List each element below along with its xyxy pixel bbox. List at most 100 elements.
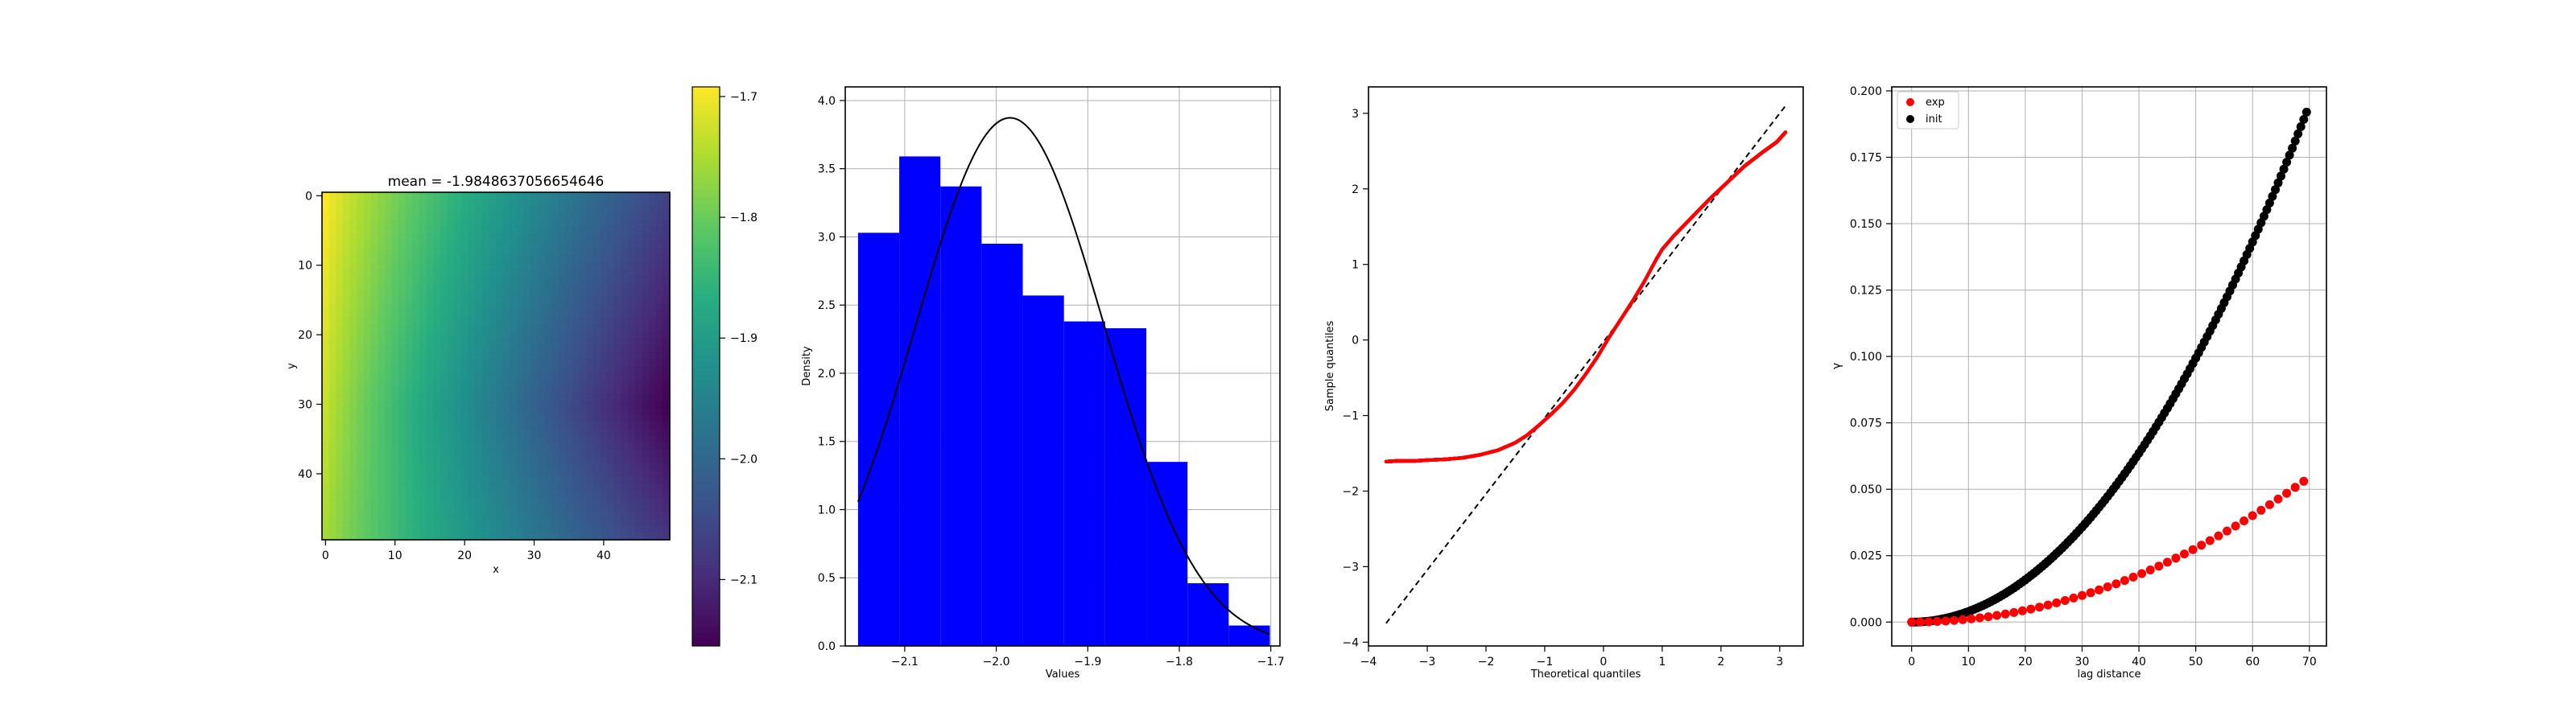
- heatmap-cell: [572, 338, 580, 346]
- heatmap-cell: [613, 345, 622, 353]
- heatmap-cell: [349, 463, 357, 471]
- heatmap-cell: [440, 338, 448, 346]
- heatmap-cell: [579, 331, 587, 339]
- heatmap-cell: [419, 317, 427, 325]
- heatmap-cell: [468, 401, 476, 409]
- heatmap-cell: [460, 470, 469, 478]
- heatmap-cell: [663, 463, 671, 471]
- heatmap-cell: [523, 372, 531, 381]
- heatmap-cell: [322, 366, 330, 374]
- heatmap-cell: [530, 470, 539, 478]
- heatmap-cell: [342, 386, 351, 395]
- heatmap-cell: [405, 483, 413, 492]
- heatmap-cell: [412, 241, 420, 249]
- heatmap-cell: [440, 386, 448, 395]
- heatmap-cell: [440, 442, 448, 450]
- heatmap-cell: [565, 310, 573, 319]
- heatmap-cell: [412, 525, 420, 533]
- heatmap-cell: [544, 380, 552, 388]
- heatmap-cell: [649, 435, 657, 443]
- heatmap-cell: [572, 199, 580, 207]
- heatmap-cell: [328, 435, 336, 443]
- heatmap-cell: [475, 435, 483, 443]
- heatmap-cell: [363, 504, 372, 513]
- heatmap-cell: [572, 227, 580, 235]
- heatmap-cell: [537, 345, 546, 353]
- heatmap-cell: [649, 401, 657, 409]
- heatmap-cell: [537, 206, 546, 214]
- heatmap-cell: [510, 282, 518, 290]
- heatmap-cell: [405, 504, 413, 513]
- heatmap-cell: [328, 331, 336, 339]
- heatmap-cell: [621, 512, 629, 520]
- heatmap-cell: [537, 372, 546, 381]
- heatmap-cell: [454, 310, 462, 319]
- heatmap-cell: [454, 393, 462, 401]
- heatmap-cell: [322, 401, 330, 409]
- heatmap-cell: [642, 220, 650, 228]
- heatmap-cell: [336, 491, 344, 499]
- heatmap-cell: [342, 435, 351, 443]
- heatmap-cell: [613, 254, 622, 262]
- heatmap-cell: [447, 261, 455, 269]
- heatmap-cell: [475, 401, 483, 409]
- heatmap-cell: [551, 372, 559, 381]
- heatmap-cell: [558, 456, 566, 464]
- heatmap-cell: [433, 491, 441, 499]
- heatmap-cell: [322, 491, 330, 499]
- heatmap-cell: [592, 192, 601, 200]
- heatmap-cell: [391, 498, 399, 506]
- heatmap-cell: [502, 275, 510, 283]
- heatmap-cell: [510, 345, 518, 353]
- heatmap-cell: [378, 483, 386, 492]
- heatmap-cell: [613, 233, 622, 242]
- heatmap-cell: [363, 212, 372, 221]
- heatmap-cell: [378, 414, 386, 422]
- heatmap-cell: [384, 477, 392, 485]
- heatmap-cell: [572, 449, 580, 457]
- heatmap-cell: [579, 303, 587, 311]
- heatmap-cell: [328, 372, 336, 381]
- heatmap-cell: [551, 212, 559, 221]
- heatmap-cell: [357, 352, 365, 360]
- heatmap-cell: [349, 393, 357, 401]
- heatmap-cell: [544, 519, 552, 527]
- heatmap-cell: [586, 386, 594, 395]
- heatmap-cell: [613, 533, 622, 541]
- heatmap-cell: [537, 303, 546, 311]
- heatmap-cell: [502, 519, 510, 527]
- heatmap-cell: [426, 261, 434, 269]
- heatmap-cell: [475, 380, 483, 388]
- heatmap-cell: [642, 289, 650, 298]
- heatmap-cell: [496, 296, 504, 304]
- heatmap-cell: [405, 296, 413, 304]
- heatmap-cell: [600, 331, 608, 339]
- heatmap-cell: [454, 442, 462, 450]
- heatmap-cell: [502, 233, 510, 242]
- heatmap-cell: [322, 261, 330, 269]
- heatmap-cell: [419, 393, 427, 401]
- heatmap-cell: [586, 248, 594, 256]
- heatmap-cell: [328, 386, 336, 395]
- heatmap-cell: [530, 366, 539, 374]
- heatmap-cell: [378, 442, 386, 450]
- heatmap-cell: [440, 261, 448, 269]
- heatmap-cell: [391, 442, 399, 450]
- heatmap-cell: [502, 449, 510, 457]
- heatmap-cell: [537, 407, 546, 416]
- heatmap-cell: [336, 470, 344, 478]
- heatmap-cell: [496, 504, 504, 513]
- heatmap-cell: [600, 220, 608, 228]
- heatmap-cell: [378, 372, 386, 381]
- heatmap-cell: [558, 533, 566, 541]
- heatmap-cell: [328, 248, 336, 256]
- heatmap-cell: [433, 456, 441, 464]
- heatmap-cell: [433, 289, 441, 298]
- heatmap-cell: [412, 519, 420, 527]
- heatmap-cell: [592, 282, 601, 290]
- heatmap-cell: [412, 533, 420, 541]
- heatmap-cell: [489, 525, 497, 533]
- heatmap-cell: [322, 435, 330, 443]
- heatmap-cell: [398, 233, 407, 242]
- heatmap-cell: [370, 289, 378, 298]
